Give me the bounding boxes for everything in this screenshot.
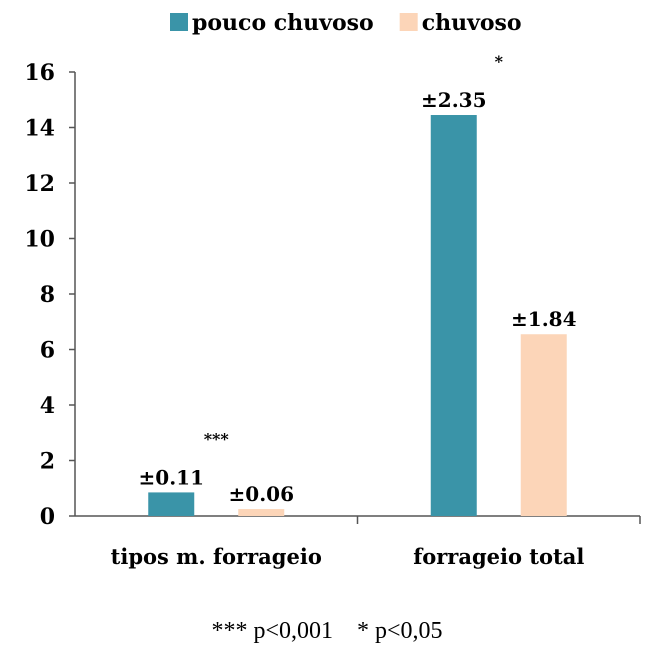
data-labels: tipos m. forrageio ±0.11 ±0.06 *** forrageio… (111, 52, 585, 569)
legend: pouco chuvoso chuvoso (170, 10, 522, 36)
x-category-label: forrageio total (413, 544, 584, 569)
significance-footnote: *** p<0,001 * p<0,05 (211, 618, 443, 644)
bar (430, 115, 477, 516)
y-tick-label: 16 (24, 60, 55, 86)
bar-chart: pouco chuvoso chuvoso 0 2 4 6 8 10 12 14 16 tipos… (24, 10, 641, 569)
legend-label: pouco chuvoso (192, 10, 374, 36)
axes: 0 2 4 6 8 10 12 14 16 (24, 60, 641, 530)
y-tick-label: 10 (24, 227, 55, 253)
legend-swatch (170, 13, 188, 31)
legend-label: chuvoso (422, 10, 522, 36)
y-tick-label: 14 (24, 116, 55, 142)
error-label: ±0.11 (139, 465, 204, 489)
y-tick-label: 2 (40, 449, 55, 475)
bar (238, 509, 285, 516)
significance-marker: *** (204, 429, 230, 448)
y-tick-label: 4 (40, 393, 55, 419)
significance-marker: * (495, 52, 504, 71)
error-label: ±0.06 (229, 482, 294, 506)
bar (148, 492, 195, 516)
bar (520, 334, 567, 516)
error-label: ±2.35 (421, 88, 486, 112)
x-category-label: tipos m. forrageio (111, 544, 322, 569)
y-tick-label: 8 (40, 282, 55, 308)
legend-swatch (399, 13, 418, 31)
y-tick-label: 12 (24, 171, 55, 197)
y-tick-label: 6 (40, 338, 55, 364)
bars (148, 115, 567, 516)
y-tick-label: 0 (40, 504, 55, 530)
error-label: ±1.84 (511, 307, 577, 331)
